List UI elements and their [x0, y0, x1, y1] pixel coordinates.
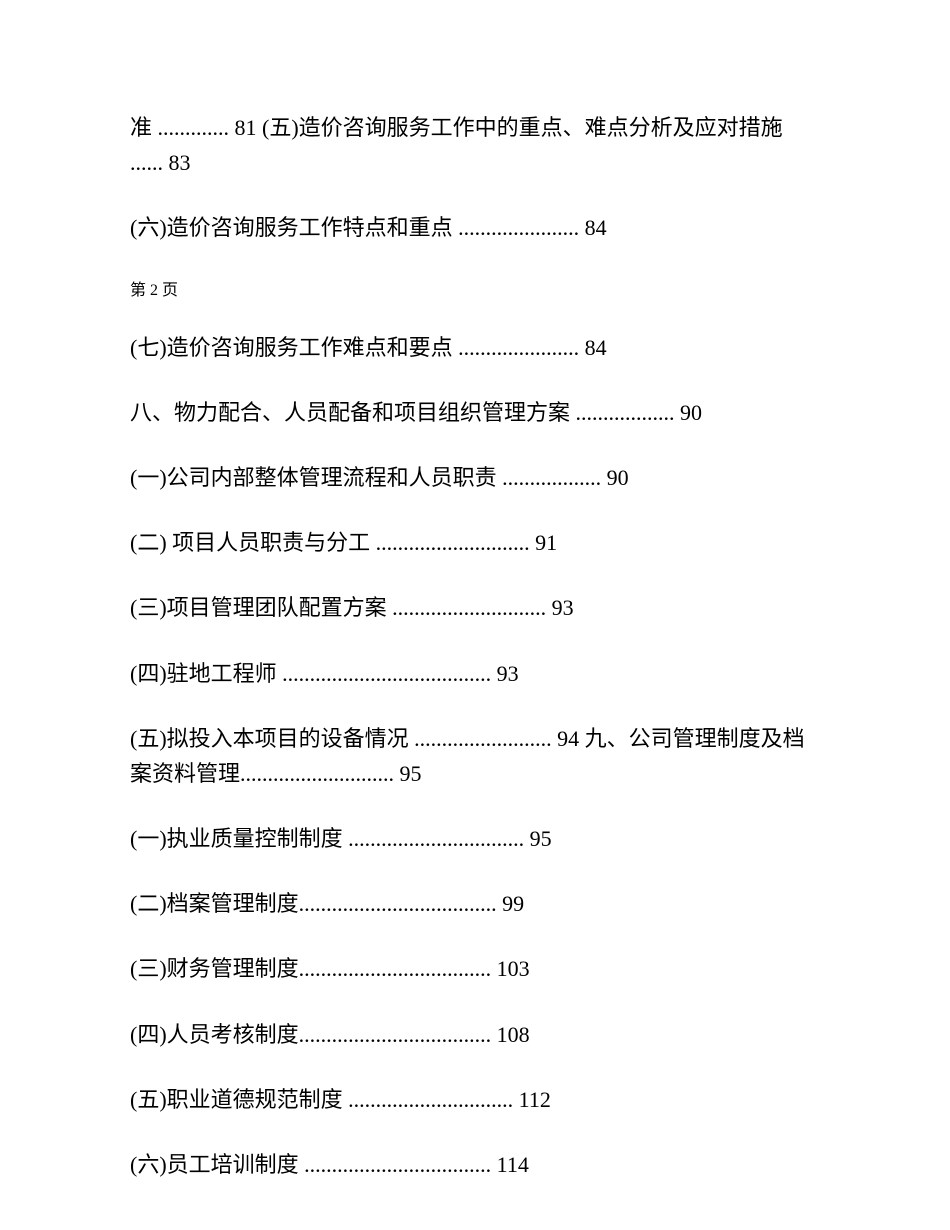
- toc-container: 准 ............. 81 (五)造价咨询服务工作中的重点、难点分析及…: [130, 110, 820, 1182]
- toc-entry: (二) 项目人员职责与分工 ..........................…: [130, 525, 820, 560]
- toc-entry: 八、物力配合、人员配备和项目组织管理方案 .................. …: [130, 395, 820, 430]
- toc-entry: (四)人员考核制度...............................…: [130, 1017, 820, 1052]
- toc-entry: (五)拟投入本项目的设备情况 .........................…: [130, 721, 820, 791]
- toc-entry: (六)造价咨询服务工作特点和重点 ...................... …: [130, 210, 820, 245]
- toc-entry: (一)执业质量控制制度 ............................…: [130, 821, 820, 856]
- toc-entry: (七)造价咨询服务工作难点和要点 ...................... …: [130, 330, 820, 365]
- toc-entry: (三)项目管理团队配置方案 ..........................…: [130, 590, 820, 625]
- page-note: 第 2 页: [130, 276, 820, 300]
- toc-entry: (三)财务管理制度...............................…: [130, 951, 820, 986]
- toc-entry: 准 ............. 81 (五)造价咨询服务工作中的重点、难点分析及…: [130, 110, 820, 180]
- toc-entry: (一)公司内部整体管理流程和人员职责 .................. 90: [130, 460, 820, 495]
- toc-entry: (五)职业道德规范制度 ............................…: [130, 1082, 820, 1117]
- toc-entry: (六)员工培训制度 ..............................…: [130, 1147, 820, 1182]
- toc-entry: (二)档案管理制度...............................…: [130, 886, 820, 921]
- toc-entry: (四)驻地工程师 ...............................…: [130, 656, 820, 691]
